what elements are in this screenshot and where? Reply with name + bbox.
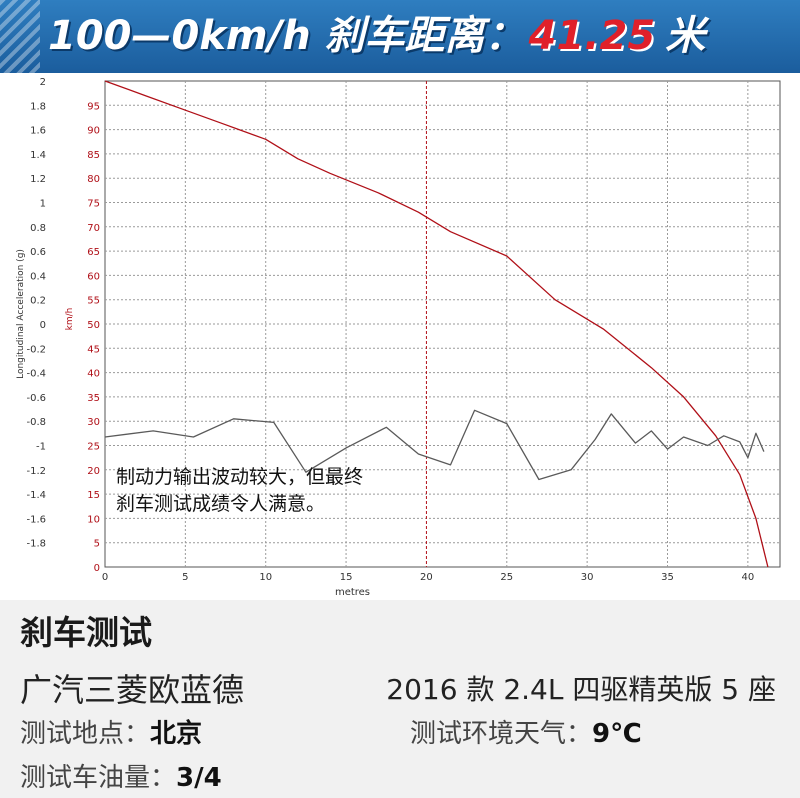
- y-left-axis-label: Longitudinal Acceleration (g): [16, 249, 26, 379]
- weather-value: 9℃: [592, 719, 642, 749]
- y-right-tick-label: 40: [87, 369, 100, 380]
- y-left-tick-label: 0.6: [30, 247, 46, 258]
- y-right-tick-label: 10: [87, 514, 100, 525]
- y-right-tick-label: 60: [87, 271, 100, 282]
- x-axis-label: metres: [335, 587, 370, 598]
- y-right-tick-label: 85: [87, 150, 100, 161]
- title-banner: 100—0km/h 刹车距离： 41.25 米: [0, 0, 800, 73]
- weather-label: 测试环境天气：: [410, 719, 593, 749]
- y-left-tick-label: 1.2: [30, 174, 46, 185]
- y-left-tick-label: 0.2: [30, 296, 46, 307]
- x-tick-label: 10: [259, 572, 272, 583]
- annotation-line-1: 制动力输出波动较大，但最终: [116, 466, 364, 488]
- y-right-tick-label: 15: [87, 490, 100, 501]
- y-right-tick-label: 90: [87, 126, 100, 137]
- test-weather: 测试环境天气：9℃: [410, 713, 642, 750]
- x-tick-label: 20: [420, 572, 433, 583]
- y-left-tick-label: -1.2: [26, 466, 46, 477]
- banner-stripe-decoration: [0, 0, 40, 73]
- car-model: 广汽三菱欧蓝德: [20, 671, 245, 709]
- y-right-tick-label: 25: [87, 442, 100, 453]
- y-right-tick-label: 30: [87, 417, 100, 428]
- y-right-tick-label: 45: [87, 344, 100, 355]
- y-right-tick-label: 55: [87, 296, 100, 307]
- y-left-tick-label: -1.4: [26, 490, 46, 501]
- y-left-tick-label: 1: [40, 199, 46, 210]
- braking-chart: 2 1.8 1.6 1.4 1.2 1 0.8 0.6 0.4 0.2 0 -0.2 -0.4 -0.6 -…: [0, 73, 800, 600]
- test-fuel: 测试车油量：3/4: [20, 757, 222, 794]
- y-right-tick-label: 75: [87, 199, 100, 210]
- car-version: 2016 款 2.4L 四驱精英版 5 座: [386, 673, 776, 706]
- y-left-tick-label: 0: [40, 320, 46, 331]
- annotation-line-2: 刹车测试成绩令人满意。: [116, 493, 326, 515]
- location-value: 北京: [150, 719, 203, 749]
- y-left-tick-label: -1: [36, 442, 46, 453]
- y-right-tick-label: 20: [87, 466, 100, 477]
- y-right-tick-label: 35: [87, 393, 100, 404]
- y-right-tick-label: 5: [94, 539, 100, 550]
- y-right-tick-label: 95: [87, 101, 100, 112]
- y-left-tick-label: -0.4: [26, 369, 46, 380]
- y-right-tick-label: 50: [87, 320, 100, 331]
- x-tick-label: 25: [500, 572, 513, 583]
- y-left-tick-label: -0.8: [26, 417, 46, 428]
- y-left-tick-label: -0.2: [26, 344, 46, 355]
- y-left-tick-label: 1.6: [30, 126, 46, 137]
- x-tick-label: 15: [340, 572, 353, 583]
- speed-series-line: [104, 80, 769, 568]
- y-left-tick-label: 2: [40, 77, 46, 88]
- location-label: 测试地点：: [20, 719, 151, 749]
- fuel-label: 测试车油量：: [20, 763, 177, 793]
- braking-distance-value: 41.25: [528, 13, 656, 59]
- test-location: 测试地点：北京: [20, 713, 202, 750]
- y-left-tick-label: 1.4: [30, 150, 46, 161]
- test-info-panel: 刹车测试 广汽三菱欧蓝德 2016 款 2.4L 四驱精英版 5 座 测试地点：…: [0, 600, 800, 798]
- chart-svg: 2 1.8 1.6 1.4 1.2 1 0.8 0.6 0.4 0.2 0 -0.2 -0.4 -0.6 -…: [16, 77, 781, 598]
- y-left-tick-label: -1.6: [26, 514, 46, 525]
- y-right-tick-label: 70: [87, 223, 100, 234]
- y-right-tick-label: 80: [87, 174, 100, 185]
- fuel-value: 3/4: [176, 763, 222, 793]
- y-left-tick-label: 1.8: [30, 101, 46, 112]
- y-left-tick-label: -1.8: [26, 539, 46, 550]
- y-left-tick-label: 0.4: [30, 271, 46, 282]
- y-right-tick-label: 0: [94, 563, 100, 574]
- x-tick-label: 30: [581, 572, 594, 583]
- info-title: 刹车测试: [20, 613, 152, 652]
- banner-prefix: 100—0km/h 刹车距离：: [48, 13, 525, 59]
- banner-title: 100—0km/h 刹车距离： 41.25 米: [48, 6, 705, 66]
- acceleration-series-line: [104, 409, 765, 481]
- x-tick-label: 5: [182, 572, 188, 583]
- chart-annotation: 制动力输出波动较大，但最终 刹车测试成绩令人满意。: [116, 464, 456, 518]
- y-right-tick-label: 65: [87, 247, 100, 258]
- x-tick-label: 35: [661, 572, 674, 583]
- x-tick-label: 0: [102, 572, 108, 583]
- braking-distance-unit: 米: [665, 13, 706, 59]
- x-tick-label: 40: [741, 572, 754, 583]
- y-left-tick-label: 0.8: [30, 223, 46, 234]
- y-right-axis-label: km/h: [65, 308, 75, 331]
- y-left-tick-label: -0.6: [26, 393, 46, 404]
